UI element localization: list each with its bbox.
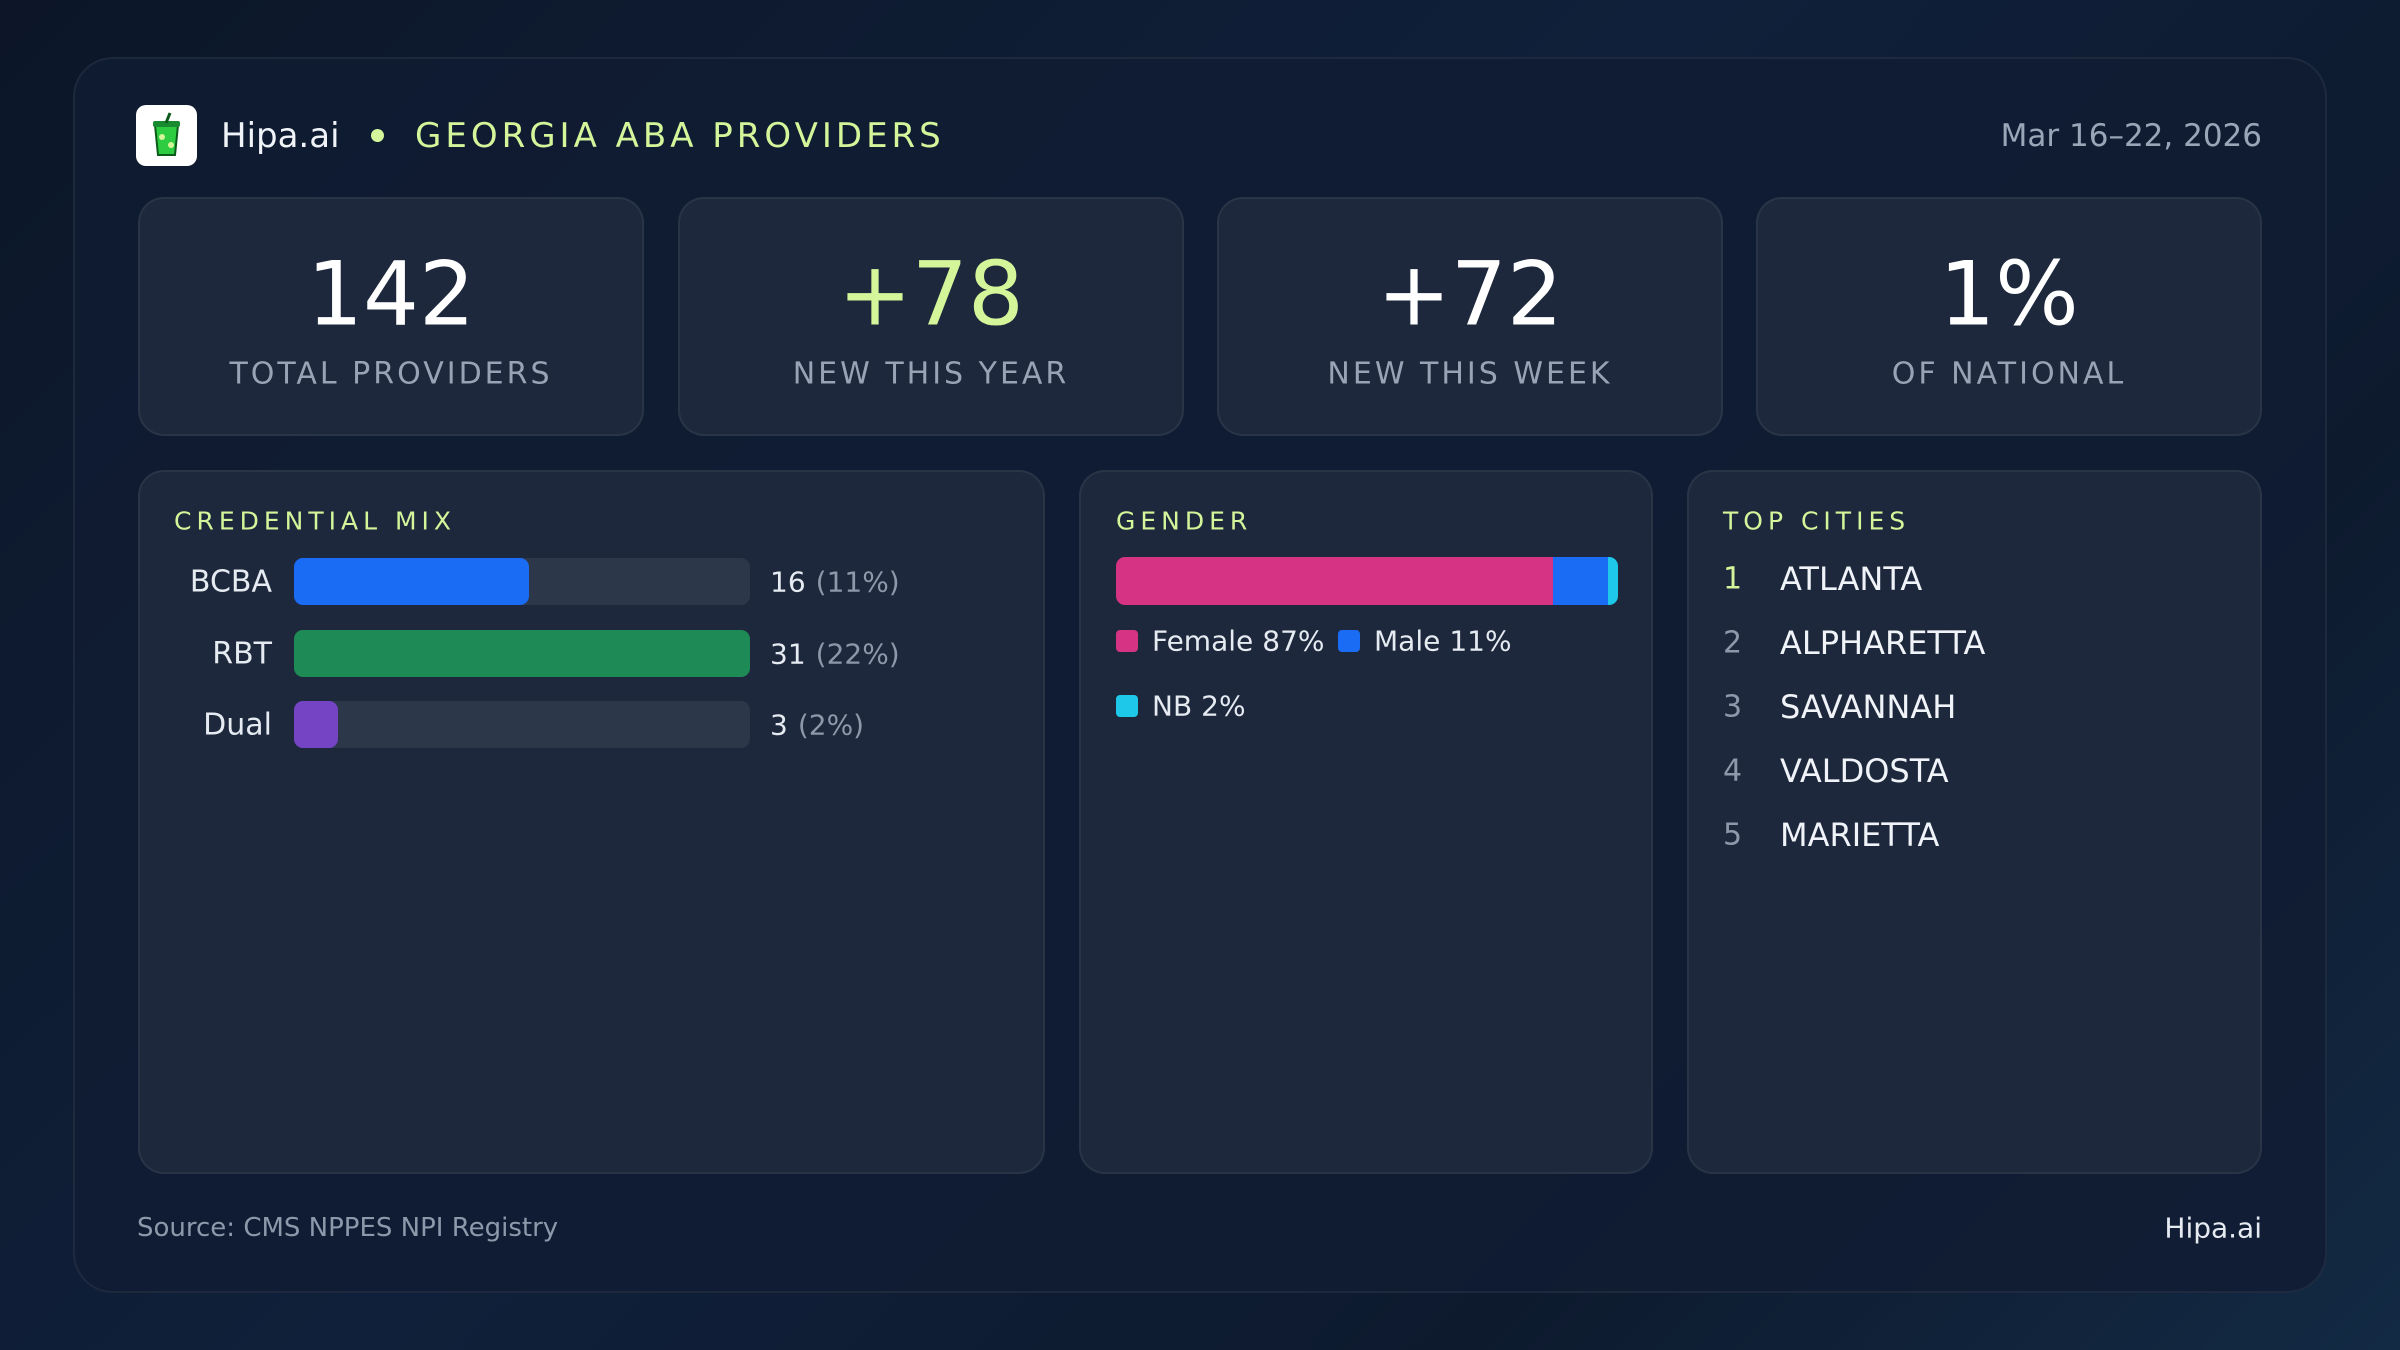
bar (294, 701, 339, 748)
city-rank: 5 (1723, 817, 1743, 853)
gender-segment (1607, 557, 1618, 605)
value: 16 (770, 565, 806, 599)
legend-entry: Female 87% (1152, 625, 1324, 658)
row-label: RBT (212, 636, 272, 672)
logo-icon (153, 112, 180, 156)
gender-segment (1552, 557, 1608, 605)
legend-swatch (1338, 630, 1360, 652)
row-label: BCBA (189, 564, 272, 600)
share: (22%) (815, 637, 900, 671)
city-rank: 2 (1723, 625, 1743, 661)
value: 3 (770, 708, 788, 742)
city-rank: 1 (1723, 561, 1743, 597)
value-text: 3 (2%) (770, 709, 864, 742)
city-name: VALDOSTA (1780, 752, 1949, 790)
legend-name: Male (1374, 624, 1441, 658)
kpi-value: 142 (307, 242, 475, 346)
separator-dot (371, 129, 384, 142)
city-name: SAVANNAH (1780, 688, 1957, 726)
legend-value: 2% (1201, 689, 1246, 723)
cities-panel (1687, 470, 2262, 1174)
legend-swatch (1116, 630, 1138, 652)
kpi-card: 142 TOTAL PROVIDERS (138, 197, 644, 436)
kpi-value: 1% (1939, 242, 2079, 346)
share: (11%) (815, 565, 900, 599)
kpi-value: +72 (1377, 242, 1563, 346)
bar-track (294, 701, 750, 748)
city-rank: 4 (1723, 753, 1743, 789)
legend-swatch (1116, 695, 1138, 717)
kpi-label: TOTAL PROVIDERS (229, 356, 553, 392)
city-name: MARIETTA (1780, 816, 1940, 854)
footer-brand: Hipa.ai (2164, 1211, 2262, 1245)
section-title: CREDENTIAL MIX (174, 506, 457, 536)
brand: Hipa.ai (221, 116, 340, 156)
page-title: GEORGIA ABA PROVIDERS (415, 116, 945, 156)
legend-name: NB (1152, 689, 1193, 723)
kpi-value: +78 (838, 242, 1024, 346)
kpi-card: +72 NEW THIS WEEK (1217, 197, 1723, 436)
row-label: Dual (203, 707, 272, 743)
kpi-label: OF NATIONAL (1891, 356, 2127, 392)
kpi-card: 1% OF NATIONAL (1756, 197, 2262, 436)
city-name: ATLANTA (1780, 560, 1923, 598)
share: (2%) (797, 708, 865, 742)
kpi-card: +78 NEW THIS YEAR (678, 197, 1184, 436)
legend-value: 87% (1262, 624, 1325, 658)
source: Source: CMS NPPES NPI Registry (137, 1213, 559, 1243)
legend-entry: NB 2% (1152, 690, 1246, 723)
logo (136, 105, 197, 166)
gender-segment (1116, 557, 1553, 605)
bar (294, 558, 530, 605)
city-rank: 3 (1723, 689, 1743, 725)
legend-value: 11% (1449, 624, 1512, 658)
city-name: ALPHARETTA (1780, 624, 1986, 662)
value: 31 (770, 637, 806, 671)
kpi-label: NEW THIS WEEK (1327, 356, 1613, 392)
kpi-label: NEW THIS YEAR (792, 356, 1070, 392)
section-title: GENDER (1116, 506, 1253, 536)
value-text: 31 (22%) (770, 638, 900, 671)
legend-entry: Male 11% (1374, 625, 1512, 658)
value-text: 16 (11%) (770, 566, 900, 599)
legend-name: Female (1152, 624, 1254, 658)
section-title: TOP CITIES (1723, 506, 1911, 536)
gender-bar (1116, 557, 1618, 605)
date-range: Mar 16–22, 2026 (2000, 118, 2262, 154)
bar (294, 630, 750, 677)
